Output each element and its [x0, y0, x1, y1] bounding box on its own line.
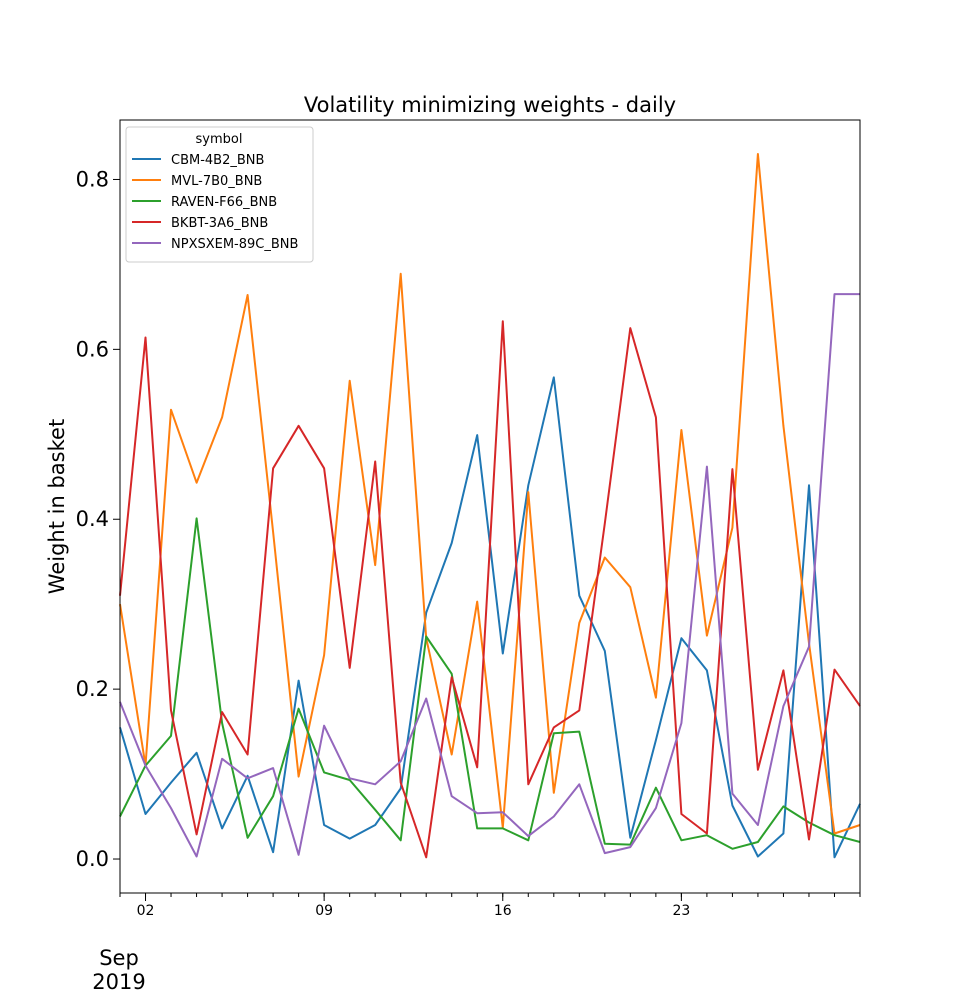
y-tick-label: 0.8 — [76, 167, 109, 191]
legend-entry: CBM-4B2_BNB — [171, 153, 264, 168]
x-tick-label: 16 — [494, 903, 512, 919]
y-tick-label: 0.0 — [76, 847, 109, 871]
series-line-raven-f66-bnb — [119, 517, 861, 850]
x-tick-label: 09 — [315, 903, 333, 919]
x-axis-ticks: 02 09 16 23 — [119, 893, 861, 919]
legend-entry: NPXSXEM-89C_BNB — [171, 237, 298, 252]
legend-entry: RAVEN-F66_BNB — [171, 195, 277, 210]
plot-frame — [119, 119, 861, 894]
y-tick-label: 0.2 — [76, 677, 109, 701]
x-year-label: 2019 — [92, 970, 145, 994]
y-tick-label: 0.4 — [76, 507, 109, 531]
legend-entry: BKBT-3A6_BNB — [171, 216, 268, 231]
x-tick-label: 23 — [672, 903, 690, 919]
legend-title: symbol — [196, 132, 243, 147]
series-line-bkbt-3a6-bnb — [119, 320, 861, 859]
series-line-npxsxem-89c-bnb — [119, 293, 860, 858]
chart-title: Volatility minimizing weights - daily — [304, 93, 676, 117]
series-line-mvl-7b0-bnb — [119, 153, 861, 835]
legend: symbol CBM-4B2_BNB MVL-7B0_BNB RAVEN-F66_BN… — [125, 126, 314, 263]
y-tick-label: 0.6 — [76, 337, 109, 361]
y-axis-ticks: 0.0 0.2 0.4 0.6 0.8 — [76, 167, 120, 871]
legend-entry: MVL-7B0_BNB — [171, 174, 262, 189]
x-month-label: Sep — [99, 946, 139, 970]
y-axis-label: Weight in basket — [45, 419, 69, 594]
x-tick-label: 02 — [137, 903, 155, 919]
legend-box — [125, 126, 314, 263]
series-lines — [119, 153, 861, 859]
